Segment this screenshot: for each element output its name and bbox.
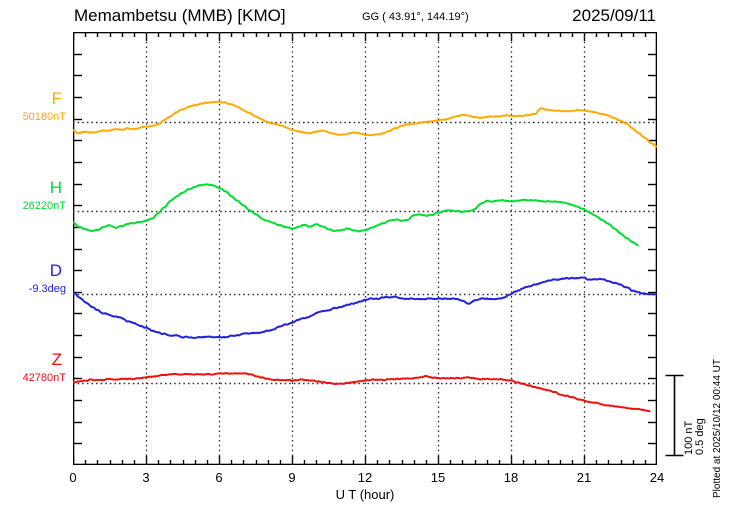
trace-d	[73, 276, 657, 340]
plot-svg	[73, 32, 657, 465]
x-axis-label: U T (hour)	[335, 487, 395, 502]
x-tick-label: 24	[649, 470, 665, 485]
component-symbol-h: H	[49, 178, 62, 197]
x-tick-label: 9	[288, 470, 296, 485]
scale-bar	[665, 374, 684, 457]
magnetogram-plot	[73, 32, 657, 465]
trace-h	[73, 183, 639, 247]
trace-z	[73, 372, 651, 413]
station-title: Memambetsu (MMB) [KMO]	[74, 6, 286, 25]
scale-bar-deg-label: 0.5 deg	[694, 418, 706, 455]
component-symbol-z: Z	[51, 350, 62, 369]
component-baseline-h: 26220nT	[22, 200, 66, 212]
component-baseline-d: -9.3deg	[28, 283, 66, 295]
trace-f	[73, 100, 657, 148]
component-symbol-d: D	[49, 261, 62, 280]
x-tick-label: 21	[576, 470, 592, 485]
x-tick-label: 15	[430, 470, 446, 485]
component-baseline-f: 50180nT	[22, 111, 66, 123]
x-tick-label: 12	[357, 470, 373, 485]
plotted-timestamp: Plotted at 2025/10/12 00:44 UT	[712, 359, 723, 498]
x-tick-label: 3	[142, 470, 150, 485]
component-baseline-z: 42780nT	[22, 372, 66, 384]
x-tick-label: 18	[503, 470, 519, 485]
observation-date: 2025/09/11	[572, 6, 656, 25]
x-tick-label: 6	[215, 470, 223, 485]
component-symbol-f: F	[51, 89, 62, 108]
x-tick-label: 0	[69, 470, 77, 485]
geographic-coordinates: GG ( 43.91°, 144.19°)	[362, 11, 469, 23]
